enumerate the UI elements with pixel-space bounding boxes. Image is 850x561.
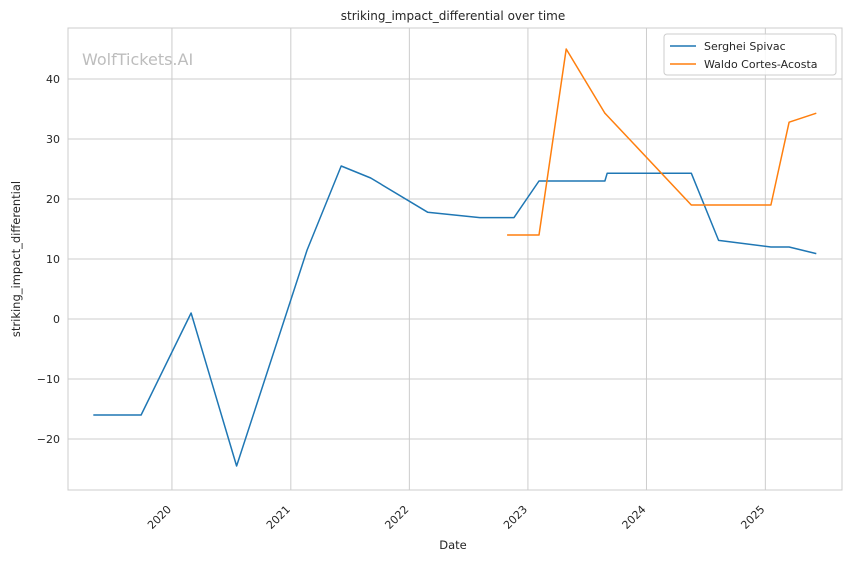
y-axis-ticks: −20 −10 0 10 20 30 40 (37, 73, 60, 446)
series-line-2 (507, 48, 817, 236)
x-axis-label: Date (439, 538, 467, 552)
legend: Serghei Spivac Waldo Cortes-Acosta (663, 33, 837, 76)
y-tick-label: 10 (46, 253, 60, 266)
y-tick-label: 0 (53, 313, 60, 326)
legend-box (663, 33, 837, 76)
watermark-text: WolfTickets.AI (82, 50, 193, 69)
plot-frame (67, 27, 843, 491)
legend-label: Serghei Spivac (704, 40, 786, 53)
series-lines (93, 48, 817, 467)
y-tick-label: −20 (37, 433, 60, 446)
y-axis-label: striking_impact_differential (9, 181, 23, 337)
grid-lines (68, 28, 842, 490)
y-tick-label: −10 (37, 373, 60, 386)
legend-label: Waldo Cortes-Acosta (704, 58, 818, 71)
series-line-1 (93, 165, 817, 467)
y-tick-label: 40 (46, 73, 60, 86)
chart-title: striking_impact_differential over time (341, 9, 566, 23)
y-tick-label: 30 (46, 133, 60, 146)
y-tick-label: 20 (46, 193, 60, 206)
